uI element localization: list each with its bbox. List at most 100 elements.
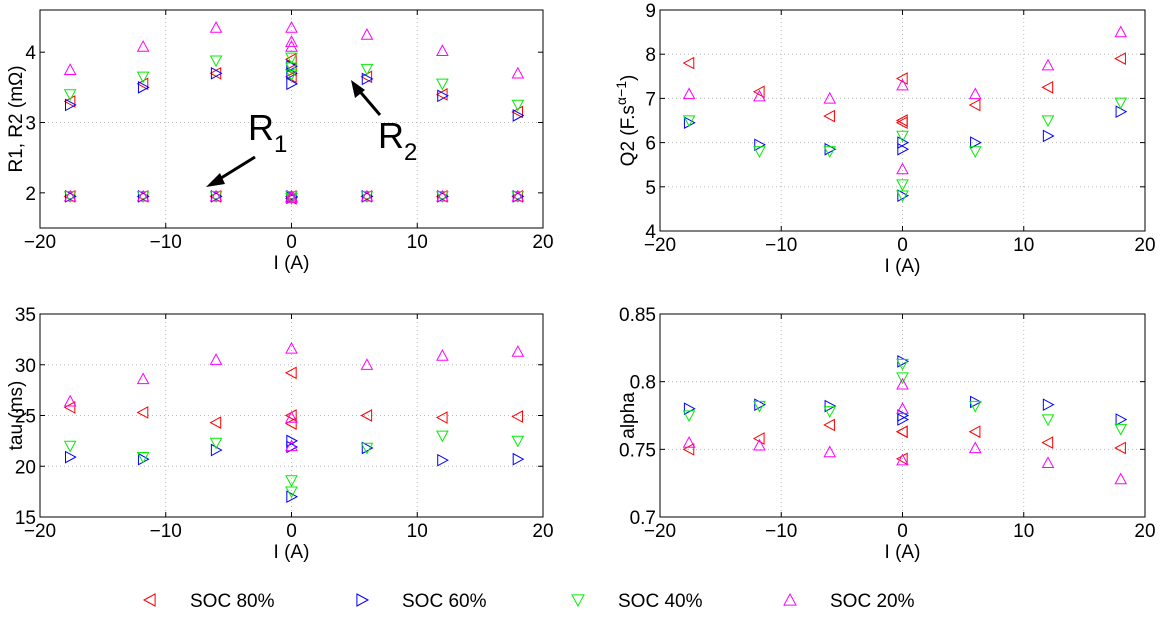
data-point-soc20 [285, 21, 298, 33]
data-point-soc80 [63, 401, 76, 414]
legend-label-soc20: SOC 20% [830, 591, 915, 612]
data-point-soc20 [896, 162, 909, 175]
panel-tau: −20 −10 0 10 20 15 20 25 30 35 I (A) tau (ms) [6, 305, 554, 563]
data-point-soc40 [136, 451, 150, 464]
data-point-soc40 [1041, 414, 1055, 427]
legend: SOC 80% SOC 60% SOC 40% SOC 20% [142, 591, 915, 612]
y-axis-label-end: ) [618, 75, 639, 81]
data-point-soc20 [285, 40, 298, 52]
data-point-soc20 [63, 189, 77, 202]
data-point-soc20 [360, 189, 374, 202]
data-point-soc40 [360, 63, 374, 76]
data-point-soc60 [137, 81, 150, 94]
data-point-soc60 [65, 98, 77, 112]
arrow-r2-head [351, 80, 365, 98]
data-point-soc40 [823, 406, 837, 418]
data-point-soc80 [1114, 52, 1126, 65]
y-tick-label: 3 [25, 114, 36, 135]
data-point-soc80 [209, 66, 222, 80]
x-axis-label: I (A) [885, 256, 921, 277]
data-point-soc20 [285, 341, 298, 354]
data-point-soc60 [65, 190, 77, 203]
data-point-soc80 [1114, 441, 1126, 455]
data-point-soc80 [360, 409, 373, 422]
y-axis-label-sup: α−1 [613, 81, 629, 105]
data-point-soc80 [752, 432, 765, 445]
data-point-soc20 [285, 191, 298, 203]
panel-alpha: −20 −10 0 10 20 0.7 0.75 0.8 0.85 I (A) alpha [618, 305, 1156, 563]
data-point-soc20 [823, 445, 837, 458]
data-point-soc20 [753, 438, 766, 451]
data-point-soc20 [896, 78, 909, 91]
data-point-soc60 [754, 398, 766, 412]
axes-box [659, 9, 1146, 232]
y-tick-label: 7 [645, 89, 656, 110]
y-tick-label: 25 [15, 407, 36, 428]
data-point-soc20 [285, 410, 298, 423]
x-tick-label: −10 [765, 521, 797, 542]
y-tick-label: 4 [25, 43, 36, 64]
panel-q2: −20 −10 0 10 20 4 5 6 7 8 9 I (A) Q2 (F.sα−1) [613, 1, 1156, 277]
data-point-soc20 [511, 66, 525, 79]
data-point-soc40 [285, 486, 298, 499]
data-point-soc20 [896, 402, 909, 414]
data-point-soc60 [286, 440, 299, 454]
y-tick-label: 35 [15, 305, 36, 326]
data-point-soc60 [512, 109, 525, 122]
data-point-soc60 [361, 441, 374, 455]
x-tick-label: 20 [532, 232, 553, 253]
data-point-soc20 [1114, 472, 1128, 485]
y-tick-label: 20 [15, 457, 36, 478]
y-tick-label: 0.7 [630, 508, 656, 529]
data-point-soc80 [895, 425, 908, 439]
data-point-soc40 [823, 146, 837, 158]
data-point-soc40 [285, 52, 298, 65]
data-point-soc20 [360, 358, 374, 370]
data-point-soc40 [285, 62, 298, 75]
data-point-soc60 [361, 190, 374, 203]
data-point-soc20 [511, 345, 525, 357]
data-point-soc40 [1114, 97, 1128, 110]
x-tick-label: 0 [286, 521, 297, 542]
x-tick-label: −20 [24, 232, 56, 253]
data-point-soc40 [209, 55, 223, 68]
data-point-soc20 [436, 44, 449, 56]
x-tick-label: −20 [644, 235, 676, 256]
annotation-r1: R1 [248, 107, 287, 158]
x-tick-label: 20 [532, 521, 553, 542]
data-point-soc80 [682, 442, 695, 456]
data-point-soc60 [512, 452, 525, 466]
data-point-soc80 [823, 418, 835, 432]
data-point-soc20 [436, 189, 449, 202]
data-point-soc60 [897, 142, 910, 156]
data-point-soc20 [209, 189, 223, 202]
x-tick-label: 10 [407, 521, 428, 542]
arrow-r1-head [206, 173, 225, 187]
data-point-soc40 [753, 146, 766, 158]
y-tick-label: 2 [25, 184, 36, 205]
y-tick-label: 30 [15, 356, 36, 377]
data-point-soc40 [360, 442, 374, 455]
data-point-soc80 [895, 425, 908, 439]
data-point-soc40 [896, 190, 909, 203]
data-point-soc60 [1042, 129, 1055, 143]
x-tick-label: 20 [1134, 235, 1155, 256]
data-point-soc20 [136, 40, 150, 52]
data-point-soc40 [285, 475, 298, 488]
data-point-soc80 [682, 56, 695, 70]
legend-marker-soc60 [356, 593, 370, 607]
y-axis-label: R1, R2 (mΩ) [6, 65, 27, 172]
data-point-soc40 [968, 400, 982, 413]
data-point-soc60 [286, 434, 299, 448]
data-point-soc20 [968, 441, 982, 454]
y-tick-label: 0.85 [619, 305, 656, 326]
legend-marker-soc80 [142, 593, 156, 607]
x-axis-label: I (A) [274, 253, 310, 274]
legend-label-soc60: SOC 60% [402, 591, 487, 612]
data-point-soc40 [968, 146, 982, 158]
x-tick-label: −20 [24, 521, 56, 542]
data-point-soc60 [65, 450, 77, 464]
data-point-soc60 [286, 66, 299, 80]
data-point-soc40 [1041, 115, 1055, 128]
data-point-soc20 [896, 377, 909, 390]
